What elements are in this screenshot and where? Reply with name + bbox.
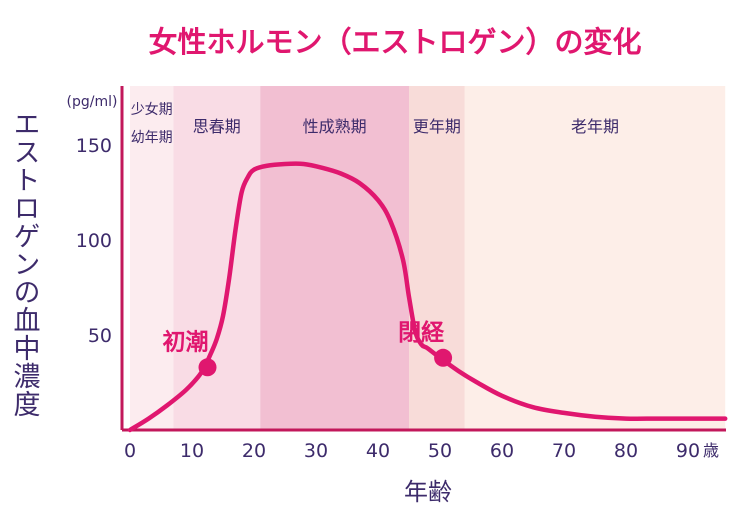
x-tick-label: 50 [428, 440, 452, 462]
y-axis-label: エストロゲンの血中濃度 [9, 110, 41, 418]
stage-label: 少女期 [131, 101, 173, 118]
x-tick-label: 70 [552, 440, 576, 462]
y-tick-label: 150 [76, 135, 112, 157]
stage-band [260, 86, 409, 430]
x-ticks: 0 10 20 30 40 50 60 70 80 90 [124, 440, 700, 462]
estrogen-line [127, 161, 728, 433]
chart-title: 女性ホルモン（エストロゲン）の変化 [148, 25, 641, 59]
x-tick-label: 0 [124, 440, 136, 462]
x-tick-label: 80 [614, 440, 638, 462]
x-tick-label: 30 [304, 440, 328, 462]
stage-band [409, 86, 465, 430]
y-ticks: 50 100 150 [76, 135, 112, 347]
stage-label: 思春期 [193, 117, 241, 136]
stage-label: 性成熟期 [303, 117, 367, 136]
annotation-label: 閉経 [398, 319, 445, 346]
axes [120, 86, 726, 432]
y-tick-label: 100 [76, 230, 112, 252]
stage-label: 更年期 [413, 117, 461, 136]
x-tick-label: 60 [490, 440, 514, 462]
annotation-group: 初潮 閉経 [163, 319, 453, 377]
annotation-marker [434, 348, 453, 367]
x-tick-label: 20 [242, 440, 266, 462]
series-group [127, 161, 728, 433]
stage-band [173, 86, 261, 430]
y-unit-label: (pg/ml) [67, 94, 118, 110]
x-tick-label: 10 [180, 440, 204, 462]
annotation-label: 初潮 [163, 328, 209, 355]
x-tick-label: 90 [676, 440, 700, 462]
stage-label: 老年期 [571, 117, 619, 136]
stage-band [464, 86, 726, 430]
annotation-marker [198, 358, 217, 377]
stage-bands [130, 86, 726, 430]
y-tick-label: 50 [88, 325, 112, 347]
stage-band [130, 86, 174, 430]
x-axis-label: 年齢 [404, 478, 452, 506]
stage-label-secondary: 幼年期 [131, 130, 173, 146]
x-unit-label: 歳 [703, 441, 719, 460]
x-tick-label: 40 [366, 440, 390, 462]
